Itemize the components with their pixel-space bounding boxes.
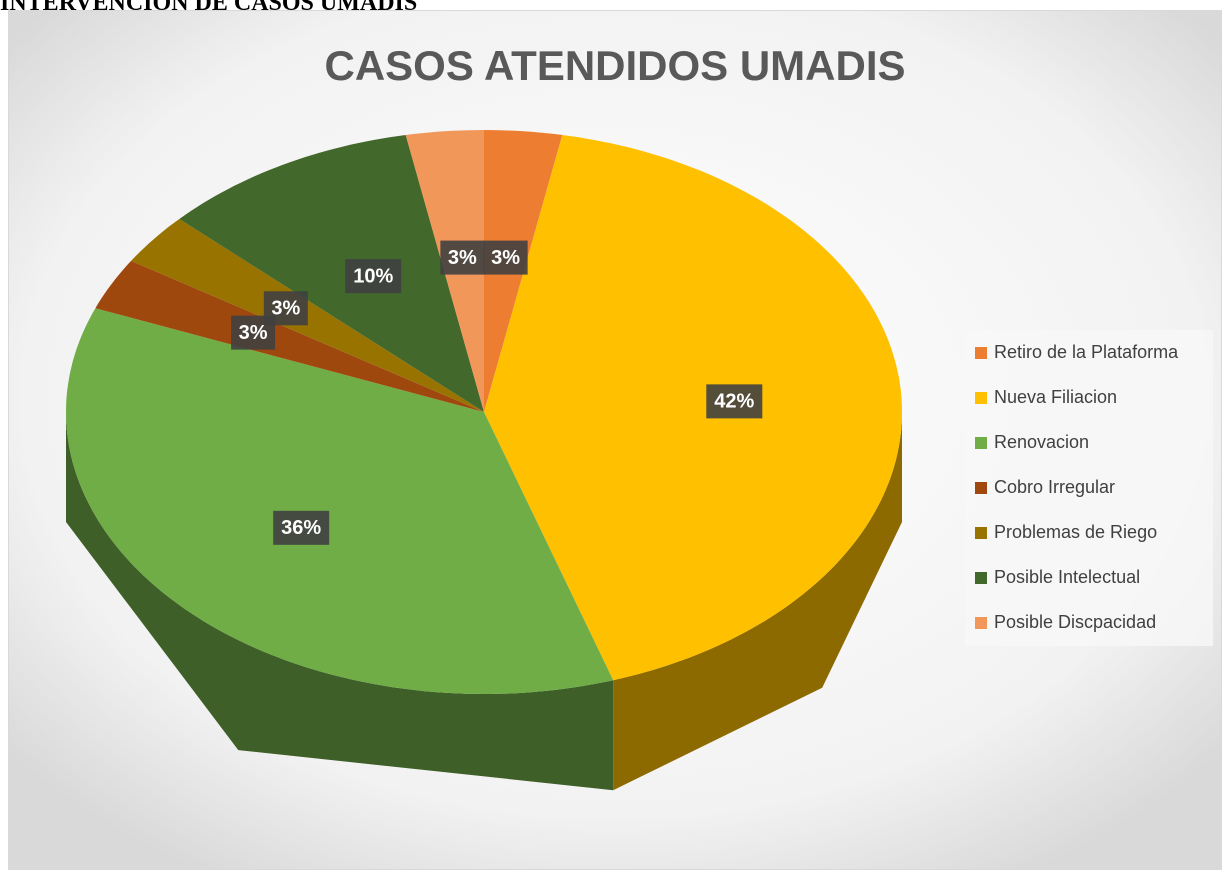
data-label: 10% <box>353 265 393 287</box>
slice-side <box>66 412 614 791</box>
data-label-box <box>706 384 763 419</box>
slice <box>66 308 614 694</box>
legend-swatch <box>975 392 987 404</box>
legend-swatch <box>975 527 987 539</box>
slice <box>179 135 485 412</box>
data-label-box <box>440 240 485 275</box>
slice <box>484 135 902 681</box>
data-label-box <box>483 240 528 275</box>
legend-swatch <box>975 482 987 494</box>
legend-label: Cobro Irregular <box>994 477 1115 497</box>
legend-swatch <box>975 437 987 449</box>
data-label: 3% <box>239 322 268 344</box>
chart-title: CASOS ATENDIDOS UMADIS <box>324 42 905 89</box>
legend-label: Problemas de Riego <box>994 522 1157 542</box>
data-label: 42% <box>714 391 754 413</box>
data-label-box <box>273 510 330 545</box>
legend-swatch <box>975 347 987 359</box>
data-label-box <box>345 259 402 294</box>
slice-side <box>613 412 902 791</box>
legend-label: Renovacion <box>994 432 1089 452</box>
legend-label: Posible Intelectual <box>994 567 1140 587</box>
data-label: 3% <box>448 247 477 269</box>
legend-label: Posible Discpacidad <box>994 612 1156 632</box>
legend-box <box>965 330 1213 646</box>
data-label: 3% <box>491 247 520 269</box>
legend-swatch <box>975 572 987 584</box>
legend-label: Retiro de la Plataforma <box>994 342 1179 362</box>
legend-swatch <box>975 617 987 629</box>
data-label: 3% <box>271 298 300 320</box>
data-label: 36% <box>281 517 321 539</box>
slice <box>95 260 485 412</box>
data-label-box <box>263 291 308 326</box>
legend-label: Nueva Filiacion <box>994 387 1117 407</box>
